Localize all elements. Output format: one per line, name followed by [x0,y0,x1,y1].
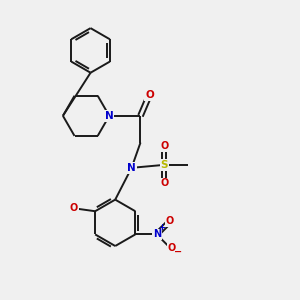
Text: N: N [105,111,114,121]
Text: O: O [145,90,154,100]
Text: O: O [167,243,176,253]
Text: O: O [160,141,168,152]
Text: O: O [160,178,168,188]
Text: O: O [166,216,174,226]
Text: S: S [160,160,168,170]
Text: N: N [127,163,136,173]
Text: −: − [174,246,182,256]
Text: O: O [70,203,78,213]
Text: N: N [153,230,161,239]
Text: +: + [159,224,166,232]
